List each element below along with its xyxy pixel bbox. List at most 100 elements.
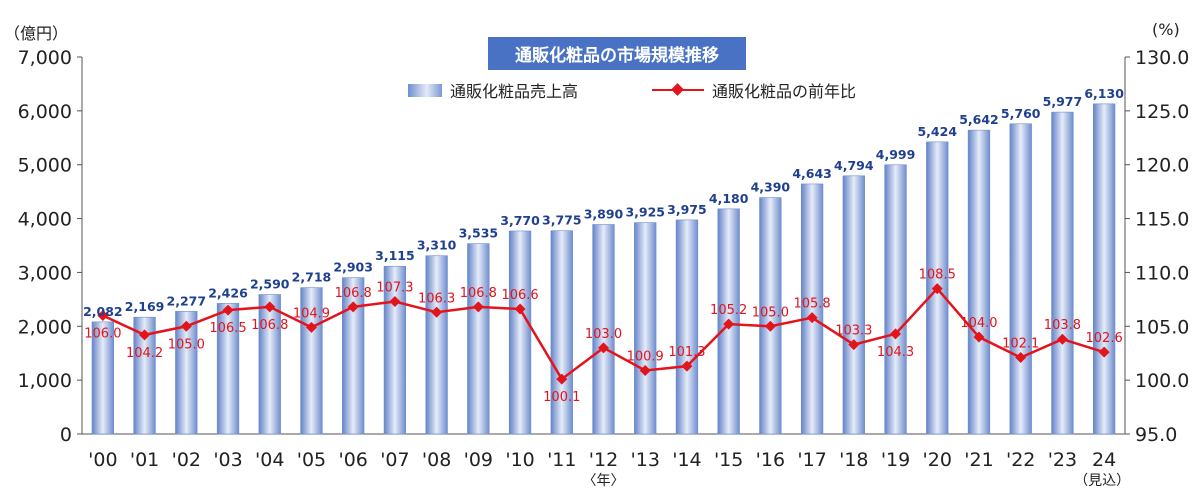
left-tick-label: 0 bbox=[60, 424, 72, 446]
x-tick-label: '05 bbox=[297, 449, 326, 471]
ratio-value-label: 106.8 bbox=[251, 318, 288, 333]
bar-value-label: 4,999 bbox=[876, 147, 916, 162]
left-tick-label: 6,000 bbox=[18, 101, 72, 123]
line-series bbox=[97, 283, 1110, 385]
right-tick-label: 100.0 bbox=[1135, 370, 1189, 392]
ratio-value-label: 106.5 bbox=[209, 321, 246, 336]
x-tick-label: '09 bbox=[464, 449, 493, 471]
right-axis-unit: (%) bbox=[1152, 20, 1180, 39]
legend-bar-label: 通販化粧品売上高 bbox=[450, 82, 579, 101]
x-tick-label: '13 bbox=[631, 449, 660, 471]
ratio-point bbox=[639, 364, 651, 376]
ratio-point bbox=[931, 283, 943, 295]
ratio-value-label: 104.2 bbox=[126, 346, 163, 361]
x-tick-label: '06 bbox=[338, 449, 367, 471]
bar bbox=[258, 294, 281, 435]
ratio-point bbox=[389, 296, 401, 308]
bar-value-label: 2,590 bbox=[250, 277, 290, 292]
ratio-value-label: 103.0 bbox=[585, 327, 622, 342]
bar-value-label: 3,890 bbox=[584, 206, 624, 221]
legend-line-label: 通販化粧品の前年比 bbox=[712, 82, 857, 101]
ratio-value-label: 106.0 bbox=[84, 327, 121, 342]
x-tick-label: '14 bbox=[672, 449, 701, 471]
ratio-value-label: 102.1 bbox=[1002, 337, 1039, 352]
x-tick-label: '18 bbox=[839, 449, 868, 471]
legend-bar: 通販化粧品売上高 bbox=[408, 78, 578, 102]
x-tick-label: '19 bbox=[881, 449, 910, 471]
x-tick-label: '11 bbox=[547, 449, 576, 471]
bar-value-label: 4,180 bbox=[709, 191, 749, 206]
right-tick-label: 125.0 bbox=[1135, 101, 1189, 123]
ratio-value-label: 100.1 bbox=[543, 390, 580, 405]
bar bbox=[800, 183, 824, 435]
bar bbox=[425, 255, 448, 435]
x-tick-label: '07 bbox=[380, 449, 409, 471]
bar bbox=[91, 321, 115, 435]
bar-value-label: 5,642 bbox=[959, 112, 999, 127]
ratio-point bbox=[180, 320, 192, 332]
bar-value-label: 3,770 bbox=[500, 213, 540, 228]
ratio-point bbox=[139, 329, 151, 341]
bar-value-label: 5,760 bbox=[1001, 106, 1041, 121]
ratio-point bbox=[806, 312, 818, 324]
bar bbox=[133, 316, 156, 435]
ratio-point bbox=[973, 331, 985, 343]
bar-value-label: 3,925 bbox=[625, 205, 665, 220]
x-tick-label: '10 bbox=[505, 449, 534, 471]
x-tick-label: 24 bbox=[1092, 449, 1116, 471]
left-axis-unit: （億円） bbox=[4, 24, 69, 43]
bar-value-label: 4,794 bbox=[834, 158, 874, 173]
ratio-value-label: 104.0 bbox=[960, 316, 997, 331]
left-tick-label: 7,000 bbox=[18, 47, 72, 69]
ratio-value-label: 102.6 bbox=[1086, 331, 1123, 346]
left-tick-label: 3,000 bbox=[18, 262, 72, 284]
bar-value-label: 3,975 bbox=[667, 202, 707, 217]
bar bbox=[1009, 123, 1032, 435]
ratio-value-label: 100.9 bbox=[627, 349, 664, 364]
ratio-value-label: 105.2 bbox=[710, 303, 747, 318]
left-tick-label: 2,000 bbox=[18, 316, 72, 338]
ratio-point bbox=[222, 304, 234, 316]
x-tick-label: '02 bbox=[172, 449, 201, 471]
ratio-value-label: 101.3 bbox=[668, 345, 705, 360]
x-tick-label: '23 bbox=[1048, 449, 1077, 471]
ratio-value-label: 105.8 bbox=[793, 297, 830, 312]
x-tick-label: '15 bbox=[714, 449, 743, 471]
bar-value-label: 2,169 bbox=[125, 299, 165, 314]
bar bbox=[675, 219, 699, 435]
bar-value-label: 2,718 bbox=[292, 270, 332, 285]
right-tick-label: 95.0 bbox=[1135, 424, 1177, 446]
right-tick-label: 115.0 bbox=[1135, 209, 1189, 231]
ratio-point bbox=[431, 306, 443, 318]
bar bbox=[592, 224, 615, 435]
ratio-value-label: 108.5 bbox=[919, 268, 956, 283]
x-tick-label: '01 bbox=[130, 449, 159, 471]
chart-title: 通販化粧品の市場規模推移 bbox=[488, 37, 746, 70]
bar-series bbox=[91, 103, 1116, 435]
bar bbox=[216, 303, 240, 435]
right-tick-label: 110.0 bbox=[1135, 262, 1189, 284]
ratio-point bbox=[890, 328, 902, 340]
bar bbox=[967, 129, 991, 435]
x-tick-label: '21 bbox=[964, 449, 993, 471]
x-tick-label: '17 bbox=[797, 449, 826, 471]
bar-value-label: 3,775 bbox=[542, 213, 582, 228]
bar-value-label: 2,426 bbox=[208, 285, 248, 300]
left-tick-label: 1,000 bbox=[18, 370, 72, 392]
bar bbox=[759, 197, 782, 435]
ratio-point bbox=[97, 310, 109, 322]
x-tick-label: '08 bbox=[422, 449, 451, 471]
ratio-value-label: 106.8 bbox=[460, 286, 497, 301]
ratio-point bbox=[347, 301, 359, 313]
bar bbox=[1051, 111, 1074, 435]
left-tick-label: 4,000 bbox=[18, 209, 72, 231]
ratio-point bbox=[264, 301, 276, 313]
bar-value-label: 5,424 bbox=[917, 124, 957, 139]
ratio-value-label: 106.8 bbox=[335, 286, 372, 301]
ratio-point bbox=[681, 360, 693, 372]
bar-value-label: 4,390 bbox=[751, 180, 791, 195]
ratio-point bbox=[1015, 352, 1027, 364]
bar bbox=[884, 164, 907, 435]
x-tick-label: '03 bbox=[213, 449, 242, 471]
bar-value-label: 4,643 bbox=[792, 166, 832, 181]
